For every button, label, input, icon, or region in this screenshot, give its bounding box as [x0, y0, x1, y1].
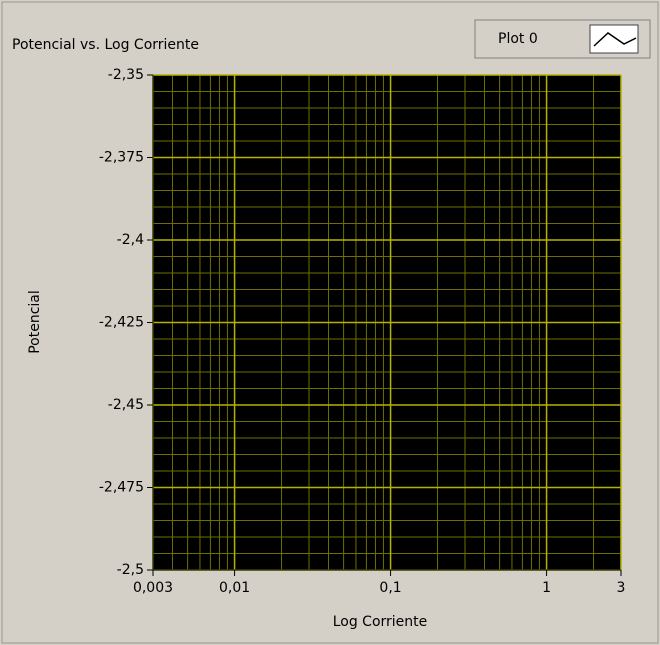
y-tick-label: -2,5: [117, 562, 144, 578]
y-axis-label: Potencial: [27, 290, 43, 354]
x-tick-label: 1: [542, 580, 551, 596]
y-tick-label: -2,45: [108, 397, 144, 413]
y-tick-label: -2,475: [99, 480, 144, 496]
legend-swatch-line: [593, 32, 637, 47]
x-tick-label: 0,01: [219, 580, 250, 596]
x-tick-label: 0,1: [379, 580, 401, 596]
x-tick-label: 3: [617, 580, 626, 596]
y-tick-label: -2,35: [108, 67, 144, 83]
legend-swatch: [589, 24, 639, 54]
y-tick-label: -2,375: [99, 150, 144, 166]
legend-label: Plot 0: [498, 31, 538, 47]
chart-title: Potencial vs. Log Corriente: [12, 37, 199, 53]
y-tick-label: -2,425: [99, 315, 144, 331]
y-tick-label: -2,4: [117, 232, 144, 248]
x-axis-label: Log Corriente: [333, 614, 428, 630]
x-tick-label: 0,003: [133, 580, 173, 596]
